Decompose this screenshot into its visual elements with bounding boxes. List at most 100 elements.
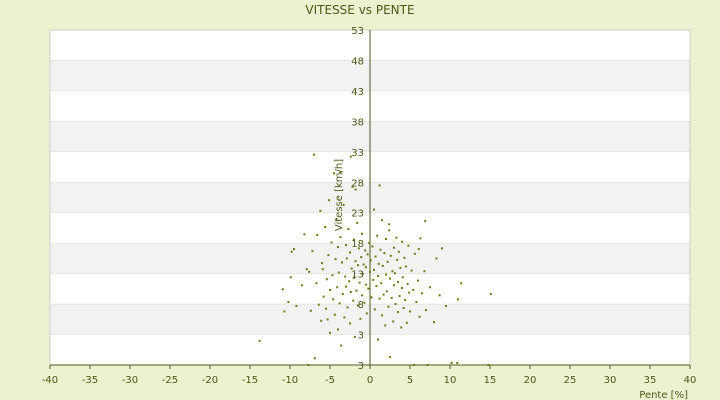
x-axis-title: Pente [%] bbox=[639, 390, 688, 400]
data-point bbox=[378, 184, 381, 187]
data-point bbox=[380, 282, 383, 285]
data-point bbox=[293, 248, 295, 251]
data-point bbox=[405, 321, 408, 324]
x-tick-label: -15 bbox=[242, 375, 258, 386]
y-tick-label: 43 bbox=[351, 87, 364, 98]
data-point bbox=[413, 364, 415, 366]
data-point bbox=[387, 305, 390, 308]
x-tick-label: -25 bbox=[162, 375, 178, 386]
data-point bbox=[415, 301, 418, 304]
data-point bbox=[355, 289, 358, 292]
data-point bbox=[389, 355, 391, 358]
data-point bbox=[423, 270, 426, 273]
data-point bbox=[344, 275, 347, 278]
data-point bbox=[396, 258, 399, 261]
data-point bbox=[360, 256, 363, 259]
y-axis-title: Vitesse [km/h] bbox=[334, 159, 345, 231]
x-tick-label: 35 bbox=[644, 375, 657, 386]
data-point bbox=[335, 217, 338, 220]
data-point bbox=[338, 302, 341, 305]
data-point bbox=[419, 237, 422, 240]
data-point bbox=[321, 268, 324, 271]
data-point bbox=[350, 267, 353, 270]
y-tick-label: 13 bbox=[351, 270, 364, 281]
data-point bbox=[349, 251, 351, 254]
x-tick-label: 40 bbox=[684, 375, 697, 386]
data-point bbox=[385, 238, 387, 241]
data-point bbox=[410, 269, 413, 272]
data-point bbox=[368, 242, 371, 245]
data-point bbox=[339, 171, 342, 174]
data-point bbox=[354, 260, 357, 263]
data-point bbox=[295, 305, 298, 308]
x-tick-label: 10 bbox=[444, 375, 457, 386]
data-point bbox=[407, 244, 410, 247]
data-point bbox=[328, 199, 331, 202]
data-point bbox=[321, 262, 323, 265]
data-point bbox=[375, 284, 378, 287]
data-point bbox=[287, 301, 290, 304]
data-point bbox=[333, 172, 335, 175]
data-point bbox=[341, 261, 343, 264]
data-point bbox=[394, 303, 397, 306]
data-point bbox=[374, 255, 377, 258]
data-point bbox=[393, 284, 395, 287]
data-point bbox=[403, 256, 406, 259]
data-point bbox=[331, 274, 334, 277]
data-point bbox=[385, 290, 388, 293]
y-tick-label: 48 bbox=[351, 56, 364, 67]
data-point bbox=[357, 304, 359, 307]
data-point bbox=[369, 259, 372, 262]
data-point bbox=[401, 276, 404, 279]
data-point bbox=[389, 277, 391, 280]
data-point bbox=[379, 248, 382, 251]
data-point bbox=[367, 287, 370, 290]
data-point bbox=[398, 294, 401, 297]
data-point bbox=[329, 288, 331, 291]
data-point bbox=[381, 264, 384, 267]
data-point bbox=[361, 232, 363, 235]
data-point bbox=[404, 299, 407, 302]
data-point bbox=[358, 281, 361, 284]
data-point bbox=[340, 344, 343, 347]
data-point bbox=[384, 324, 387, 327]
data-point bbox=[313, 357, 316, 360]
data-point bbox=[381, 219, 383, 222]
data-point bbox=[364, 249, 367, 252]
data-point bbox=[397, 280, 399, 283]
data-point bbox=[349, 155, 352, 158]
x-tick-label: -30 bbox=[122, 375, 138, 386]
data-point bbox=[365, 312, 368, 315]
data-point bbox=[281, 288, 284, 291]
data-point bbox=[347, 227, 350, 230]
data-point bbox=[417, 279, 419, 282]
data-point bbox=[433, 321, 435, 324]
data-point bbox=[393, 246, 395, 249]
data-point bbox=[324, 225, 327, 228]
data-point bbox=[329, 331, 331, 334]
data-point bbox=[401, 286, 403, 289]
data-point bbox=[303, 233, 306, 236]
data-point bbox=[332, 298, 335, 301]
data-point bbox=[406, 282, 409, 285]
data-point bbox=[354, 188, 357, 191]
data-point bbox=[426, 364, 429, 366]
data-point bbox=[343, 316, 346, 319]
data-point bbox=[283, 310, 286, 313]
data-point bbox=[417, 248, 420, 251]
data-point bbox=[361, 272, 364, 275]
data-point bbox=[334, 258, 337, 261]
data-point bbox=[405, 265, 407, 268]
y-tick-label: 3 bbox=[358, 331, 364, 342]
x-tick-label: 20 bbox=[524, 375, 537, 386]
data-point bbox=[315, 282, 318, 285]
data-point bbox=[307, 364, 310, 366]
data-point bbox=[395, 236, 398, 239]
data-point bbox=[401, 240, 403, 243]
data-point bbox=[373, 308, 376, 311]
y-tick-label: 33 bbox=[351, 148, 364, 159]
data-point bbox=[356, 221, 359, 224]
data-point bbox=[319, 209, 322, 212]
data-point bbox=[357, 247, 360, 250]
data-point bbox=[339, 236, 342, 239]
